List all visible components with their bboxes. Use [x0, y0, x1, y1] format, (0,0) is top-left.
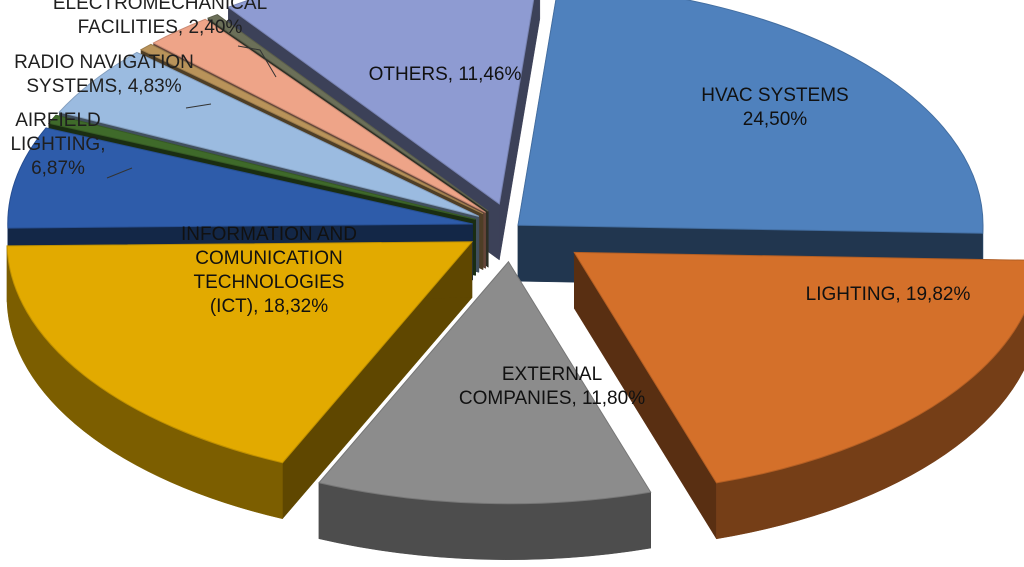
- pie-slice-external-companies: [318, 260, 652, 505]
- data-label-information-and-comunication-technologies-ict: INFORMATION AND COMUNICATION TECHNOLOGIES (…: [181, 224, 357, 317]
- data-label-line: COMUNICATION: [195, 248, 342, 269]
- data-label-others: OTHERS, 11,46%: [369, 64, 522, 85]
- pie-slice-hvac-systems: [517, 0, 984, 234]
- data-label-line: EXTERNAL: [502, 364, 602, 385]
- data-label-line: OTHERS, 11,46%: [369, 64, 522, 85]
- pie-slice-airfield-lighting: [7, 127, 473, 229]
- data-label-line: AIRFIELD: [15, 110, 101, 131]
- data-label-line: (ICT), 18,32%: [210, 296, 328, 317]
- data-label-line: HVAC SYSTEMS: [701, 85, 848, 106]
- data-label-line: LIGHTING, 19,82%: [806, 284, 971, 305]
- data-label-line: ELECTROMECHANICAL: [53, 0, 267, 14]
- data-label-line: TECHNOLOGIES: [194, 272, 345, 293]
- data-label-radio-navigation-systems: RADIO NAVIGATION SYSTEMS, 4,83%: [14, 52, 194, 97]
- data-label-line: COMPANIES, 11,80%: [459, 388, 645, 409]
- leader-line-radio-navigation-systems: [185, 103, 212, 109]
- data-label-line: FACILITIES, 2,40%: [78, 17, 243, 38]
- pie-top-faces: [6, 0, 1024, 505]
- data-label-line: LIGHTING,: [10, 134, 105, 155]
- data-label-line: 24,50%: [743, 109, 808, 130]
- data-label-line: SYSTEMS, 4,83%: [26, 76, 181, 97]
- data-label-line: RADIO NAVIGATION: [14, 52, 194, 73]
- pie-slice-lighting: [573, 251, 1024, 484]
- leader-line-electromechanical-facilities: [237, 45, 277, 78]
- data-label-airfield-lighting: AIRFIELD LIGHTING, 6,87%: [10, 110, 105, 179]
- pie-slice-unlabeled: [139, 43, 484, 215]
- data-label-lighting: LIGHTING, 19,82%: [806, 284, 971, 305]
- data-label-line: 6,87%: [31, 158, 85, 179]
- pie-slice-information-and-comunication-technologies-ict: [6, 241, 474, 464]
- pie-slice-unlabeled: [206, 14, 489, 212]
- data-label-external-companies: EXTERNAL COMPANIES, 11,80%: [459, 364, 645, 409]
- data-label-electromechanical-facilities: ELECTROMECHANICAL FACILITIES, 2,40%: [53, 0, 267, 38]
- pie-slice-electromechanical-facilities: [152, 18, 486, 213]
- pie-slice-radio-navigation-systems: [58, 51, 480, 217]
- pie-labels: HVAC SYSTEMS 24,50% LIGHTING, 19,82% EXTERN…: [10, 0, 970, 409]
- leader-line-airfield-lighting: [106, 167, 133, 179]
- data-label-hvac-systems: HVAC SYSTEMS 24,50%: [701, 85, 848, 130]
- pie-slice-others: [227, 0, 535, 205]
- data-label-line: INFORMATION AND: [181, 224, 357, 245]
- pie-slice-unlabeled: [47, 114, 476, 220]
